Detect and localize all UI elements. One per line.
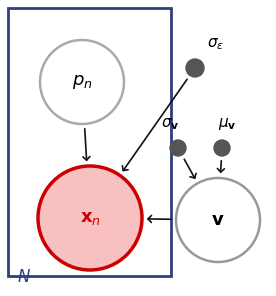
Circle shape	[186, 59, 204, 77]
Text: $\mathbf{x}_n$: $\mathbf{x}_n$	[79, 209, 100, 227]
Text: $\sigma_\mathbf{v}$: $\sigma_\mathbf{v}$	[161, 116, 179, 132]
Circle shape	[38, 166, 142, 270]
Circle shape	[40, 40, 124, 124]
Circle shape	[214, 140, 230, 156]
Text: $p_n$: $p_n$	[72, 73, 92, 91]
Bar	[8, 8, 171, 276]
Text: $\mathbf{v}$: $\mathbf{v}$	[211, 211, 225, 229]
Text: N: N	[18, 268, 30, 286]
Circle shape	[176, 178, 260, 262]
Text: $\sigma_\epsilon$: $\sigma_\epsilon$	[207, 36, 224, 52]
Circle shape	[170, 140, 186, 156]
Text: $\mu_\mathbf{v}$: $\mu_\mathbf{v}$	[218, 116, 236, 132]
